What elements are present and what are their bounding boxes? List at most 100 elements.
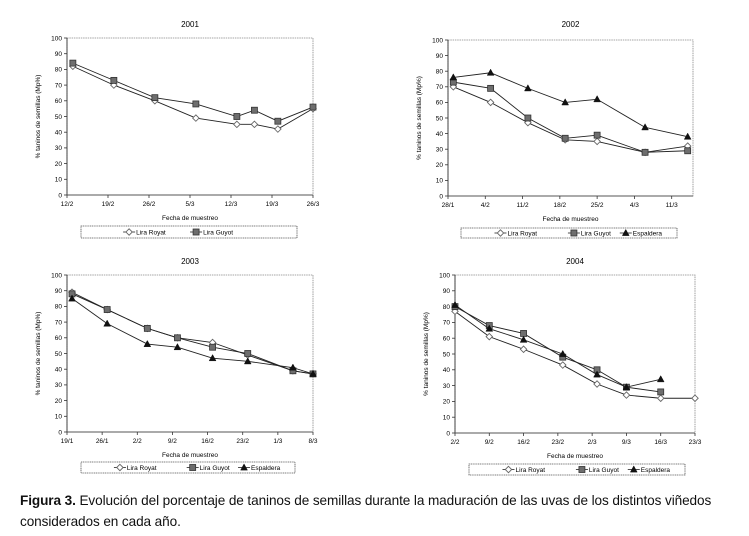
y-tick-label: 20 [443, 399, 451, 406]
data-point [485, 332, 494, 341]
x-tick-label: 16/2 [517, 439, 530, 446]
data-point [641, 148, 649, 156]
data-point [593, 95, 601, 103]
legend-marker [189, 464, 197, 471]
x-tick-label: 25/2 [591, 202, 604, 209]
data-point [274, 117, 282, 125]
x-tick-label: 11/2 [516, 202, 529, 209]
x-tick-label: 23/2 [236, 438, 249, 445]
data-point [524, 118, 532, 127]
legend-marker [504, 465, 513, 474]
chart-title: 2001 [181, 20, 199, 29]
data-point [485, 324, 494, 332]
y-tick-label: 70 [443, 320, 451, 327]
legend-label: Espaldera [633, 230, 663, 237]
x-tick-label: 23/3 [689, 439, 702, 446]
data-point [520, 330, 527, 337]
data-point [524, 114, 532, 122]
y-tick-label: 0 [58, 429, 62, 436]
series-lira-guyot [451, 303, 665, 396]
data-point [274, 125, 282, 133]
x-tick-label: 18/2 [554, 202, 567, 209]
legend-marker [192, 228, 200, 236]
x-tick-label: 23/2 [552, 439, 565, 446]
legend-label: Lira Guyot [581, 230, 611, 237]
data-point [487, 84, 495, 92]
y-tick-label: 60 [55, 335, 63, 342]
caption-text: Evolución del porcentaje de taninos de s… [20, 493, 712, 529]
x-tick-label: 26/2 [143, 201, 156, 208]
data-point [558, 349, 567, 357]
y-tick-label: 90 [55, 288, 63, 295]
series-espaldera [451, 300, 665, 391]
x-tick-label: 4/3 [630, 202, 639, 209]
series-lira-royat [451, 307, 699, 403]
data-point [192, 100, 200, 108]
data-point [103, 319, 111, 327]
y-tick-label: 10 [443, 415, 451, 422]
series-line [454, 306, 661, 393]
series-line [71, 291, 314, 375]
legend-box [80, 225, 298, 239]
x-tick-label: 26/1 [96, 438, 109, 445]
chart-2003: 2003 0 10 20 30 40 50 60 70 80 90 100 % taninos de s… [35, 257, 318, 474]
x-tick-label: 9/3 [622, 439, 631, 446]
series-espaldera [68, 294, 317, 377]
y-tick-label: 70 [55, 319, 63, 326]
data-point [233, 120, 241, 129]
data-point [519, 345, 528, 354]
chart-2004: 2004 0 10 20 30 40 50 60 70 80 90 100 % taninos de s… [423, 257, 702, 476]
series-line [72, 62, 314, 122]
data-point [192, 114, 200, 122]
y-tick-label: 50 [443, 351, 451, 358]
data-point [691, 394, 699, 403]
y-tick-label: 30 [55, 145, 63, 152]
y-tick-label: 10 [55, 177, 63, 184]
series-line [453, 86, 688, 153]
legend-marker [621, 228, 630, 236]
x-tick-label: 19/3 [266, 201, 279, 208]
y-tick-label: 0 [446, 430, 450, 437]
y-tick-label: 70 [55, 82, 63, 89]
y-tick-label: 20 [55, 161, 63, 168]
series-espaldera [449, 68, 692, 140]
data-point [622, 383, 631, 391]
y-tick-label: 0 [439, 193, 443, 200]
data-point [69, 59, 77, 67]
y-tick-label: 30 [443, 383, 451, 390]
data-point [558, 361, 567, 369]
x-tick-label: 9/2 [168, 438, 177, 445]
series-line [453, 81, 688, 153]
data-point [143, 324, 151, 332]
data-point [208, 354, 217, 362]
data-point [309, 369, 317, 377]
y-tick-label: 50 [55, 114, 63, 121]
data-point [233, 113, 241, 120]
x-tick-label: 9/2 [485, 439, 494, 446]
y-tick-label: 20 [55, 398, 63, 405]
data-point [309, 103, 317, 111]
data-point [486, 68, 495, 76]
data-point [243, 357, 252, 365]
legend: Lira Royat Lira Guyot Espaldera [80, 461, 296, 474]
data-point [251, 106, 258, 114]
y-tick-label: 90 [55, 51, 63, 58]
data-point [656, 394, 665, 403]
y-tick-label: 10 [436, 178, 444, 185]
chart-2002: 2002 0 10 20 30 40 50 60 70 80 90 100 % taninos de s… [416, 20, 694, 239]
data-point [683, 132, 692, 140]
y-tick-label: 40 [443, 367, 451, 374]
x-axis-label: Fecha de muestreo [547, 453, 603, 460]
legend-label: Lira Royat [507, 230, 537, 237]
y-tick-label: 80 [443, 304, 451, 311]
legend-marker [578, 466, 586, 473]
y-tick-label: 10 [55, 414, 63, 421]
legend-label: Lira Guyot [203, 229, 233, 236]
y-axis-label: % taninos de semillas (Mp%) [35, 312, 42, 396]
x-tick-label: 2/2 [450, 439, 459, 446]
data-point [656, 375, 665, 383]
x-tick-label: 26/3 [307, 201, 320, 208]
legend-marker [570, 229, 578, 237]
legend-label: Lira Guyot [589, 467, 619, 474]
